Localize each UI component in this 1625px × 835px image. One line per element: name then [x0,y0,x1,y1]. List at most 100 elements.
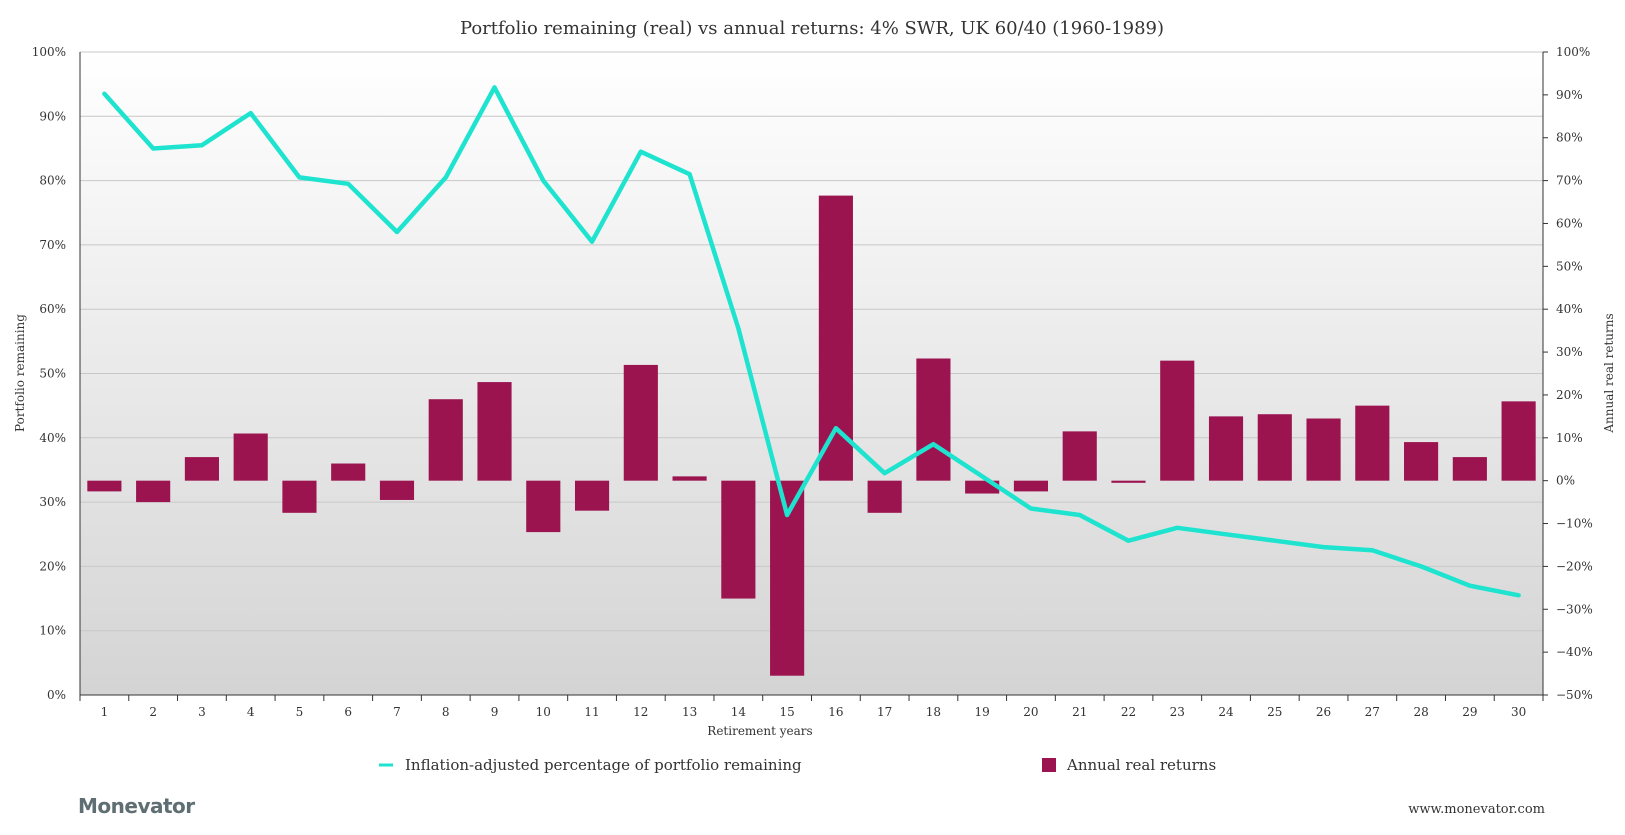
y-right-tick-label: −10% [1556,517,1593,531]
y-right-tick-label: 0% [1556,474,1575,488]
bar [428,399,463,481]
x-tick-label: 25 [1267,705,1282,719]
bar [867,480,902,513]
bar [672,476,707,481]
x-tick-label: 6 [344,705,352,719]
x-axis-title: Retirement years [707,724,812,738]
bar [1160,360,1195,481]
bar [282,480,317,513]
footer-url: www.monevator.com [1408,802,1545,817]
x-tick-label: 8 [442,705,450,719]
y-axis-left-title: Portfolio remaining [13,314,27,432]
x-tick-label: 11 [584,705,599,719]
x-tick-label: 28 [1413,705,1428,719]
bar [477,382,512,481]
bar [1306,418,1341,481]
legend-bar-label: Annual real returns [1066,756,1216,774]
x-tick-label: 14 [731,705,747,719]
y-left-tick-label: 80% [39,174,66,188]
bar [1111,480,1146,483]
y-right-tick-label: −20% [1556,559,1593,573]
y-left-tick-label: 40% [39,431,66,445]
y-right-tick-label: −40% [1556,645,1593,659]
bar [379,480,415,500]
legend: Inflation-adjusted percentage of portfol… [379,756,1216,774]
y-right-tick-label: 20% [1556,388,1583,402]
chart-title: Portfolio remaining (real) vs annual ret… [460,18,1164,39]
x-tick-label: 13 [682,705,697,719]
bar-series [87,195,1536,676]
x-tick-label: 30 [1511,705,1526,719]
y-right-tick-label: 100% [1556,45,1590,59]
bar [87,480,122,492]
tick-labels: 0%10%20%30%40%50%60%70%80%90%100%−50%−40… [32,45,1593,719]
y-left-tick-label: 10% [39,624,66,638]
y-left-tick-label: 50% [39,367,66,381]
bar [331,463,366,481]
y-right-tick-label: 10% [1556,431,1583,445]
y-left-tick-label: 20% [39,559,66,573]
legend-bar-swatch [1042,758,1056,772]
y-axis-right-title: Annual real returns [1602,313,1616,433]
y-right-tick-label: 60% [1556,216,1583,230]
x-tick-label: 29 [1462,705,1477,719]
x-tick-label: 20 [1023,705,1038,719]
bar [1062,431,1097,481]
bar [1404,442,1439,481]
bar [1355,405,1390,481]
x-tick-label: 18 [926,705,941,719]
x-tick-label: 9 [491,705,499,719]
bar [1257,414,1292,481]
line-series [102,85,1521,598]
axes [79,51,1548,701]
portfolio-line [102,85,1521,598]
y-right-tick-label: 90% [1556,88,1583,102]
legend-line-label: Inflation-adjusted percentage of portfol… [405,756,802,774]
y-right-tick-label: 80% [1556,131,1583,145]
y-right-tick-label: 70% [1556,174,1583,188]
x-tick-label: 12 [633,705,648,719]
x-tick-label: 15 [779,705,794,719]
bar [916,358,951,481]
y-right-tick-label: 30% [1556,345,1583,359]
x-tick-label: 17 [877,705,892,719]
x-tick-label: 7 [393,705,401,719]
x-tick-label: 5 [296,705,304,719]
x-tick-label: 19 [975,705,990,719]
y-right-tick-label: 40% [1556,302,1583,316]
bar [721,480,756,599]
x-tick-label: 2 [149,705,157,719]
y-right-tick-label: −30% [1556,602,1593,616]
y-left-tick-label: 70% [39,238,66,252]
bar [818,195,853,481]
bar [526,480,561,533]
y-right-tick-label: −50% [1556,688,1593,702]
x-tick-label: 1 [101,705,109,719]
y-left-tick-label: 60% [39,302,66,316]
bar [574,480,610,511]
bar [1013,480,1049,492]
x-tick-label: 3 [198,705,206,719]
x-tick-label: 22 [1121,705,1136,719]
x-tick-label: 24 [1218,705,1234,719]
x-tick-label: 16 [828,705,843,719]
bar [233,433,268,481]
x-tick-label: 10 [536,705,551,719]
x-tick-label: 27 [1365,705,1380,719]
bar [136,480,171,503]
y-left-tick-label: 100% [32,45,66,59]
y-left-tick-label: 0% [47,688,66,702]
x-tick-label: 23 [1170,705,1185,719]
y-left-tick-label: 30% [39,495,66,509]
bar [623,364,658,481]
bar [1452,457,1487,481]
brand-logo: Monevator [78,794,195,818]
bar [184,457,219,481]
x-tick-label: 21 [1072,705,1087,719]
bar [1208,416,1244,481]
y-right-tick-label: 50% [1556,259,1583,273]
x-tick-label: 26 [1316,705,1331,719]
x-tick-label: 4 [247,705,255,719]
bar [1501,401,1536,481]
